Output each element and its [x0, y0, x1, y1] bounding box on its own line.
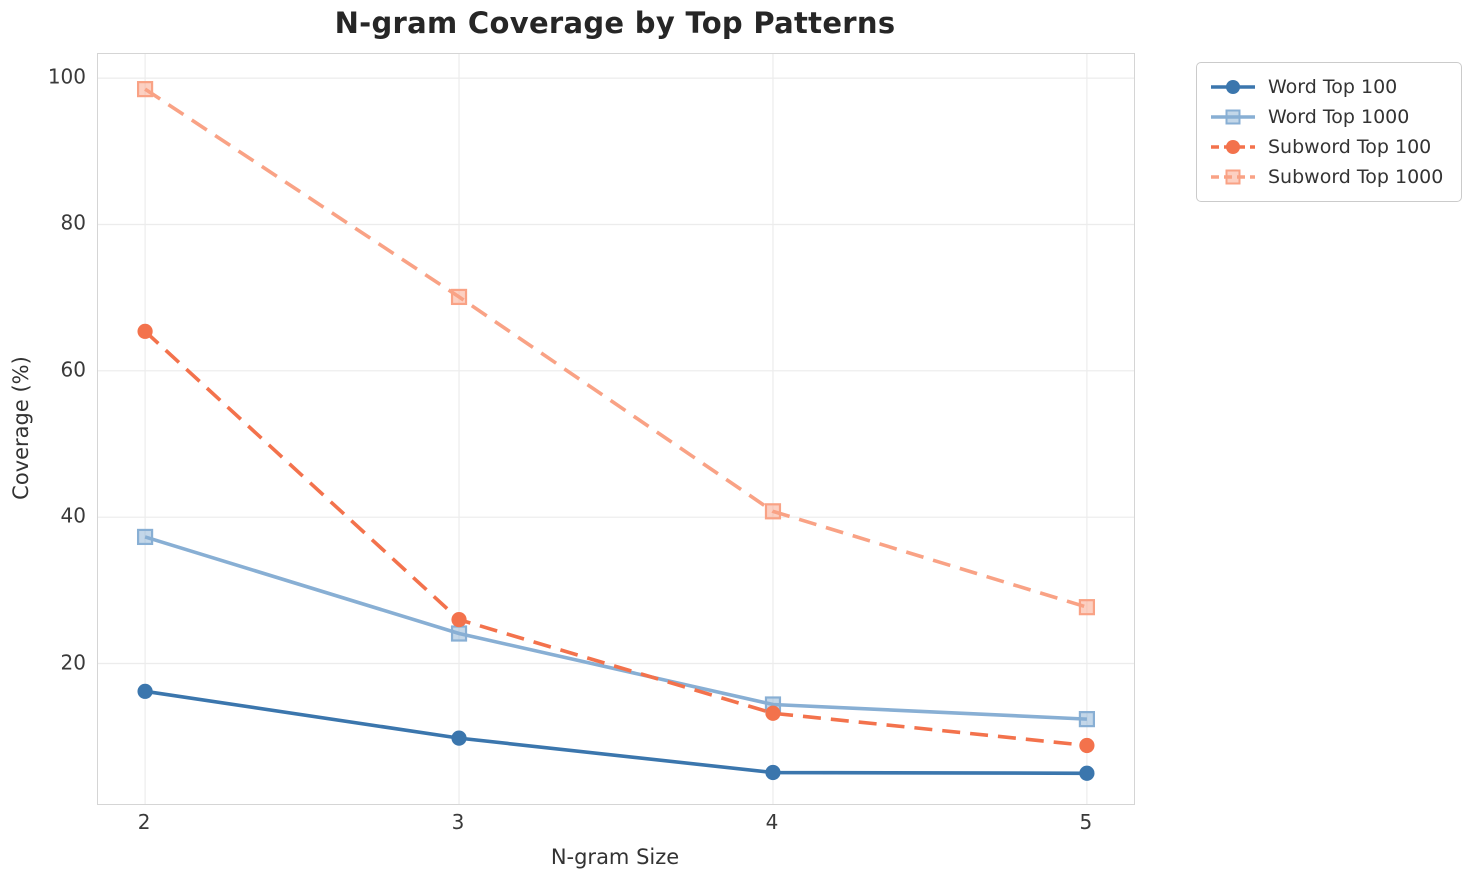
- marker-subword-top-1000-x2: [136, 81, 154, 98]
- y-tick-100: 100: [47, 64, 86, 89]
- y-axis-label: Coverage (%): [9, 356, 33, 500]
- legend-item-subword-top-100: Subword Top 100: [1209, 132, 1449, 162]
- x-tick-4: 4: [765, 810, 779, 834]
- series-line-word-top-1000: [144, 535, 1087, 721]
- legend-label: Word Top 1000: [1268, 106, 1410, 128]
- marker-word-top-100-x2: [137, 683, 153, 699]
- plot-area: [97, 53, 1135, 805]
- series-line-subword-top-1000: [144, 87, 1088, 609]
- chart-title: N-gram Coverage by Top Patterns: [334, 6, 896, 40]
- series-line-subword-top-100: [143, 329, 1088, 748]
- legend-label: Subword Top 1000: [1268, 166, 1444, 188]
- marker-subword-top-1000-x4: [764, 503, 782, 520]
- marker-subword-top-100-x4: [765, 705, 781, 721]
- plot-canvas: [98, 54, 1134, 804]
- marker-subword-top-100-x5: [1079, 737, 1095, 754]
- legend: Word Top 100 Word Top 1000 Subword Top 1…: [1196, 62, 1462, 202]
- y-tick-20: 20: [60, 650, 86, 675]
- marker-subword-top-1000-x5: [1078, 599, 1096, 616]
- legend-item-word-top-100: Word Top 100: [1209, 72, 1449, 102]
- legend-item-word-top-1000: Word Top 1000: [1209, 102, 1449, 132]
- marker-word-top-100-x5: [1079, 765, 1095, 781]
- legend-label: Word Top 100: [1268, 76, 1398, 98]
- x-tick-5: 5: [1079, 810, 1093, 834]
- marker-word-top-1000-x5: [1078, 711, 1096, 728]
- legend-marker-square-icon: [1225, 109, 1241, 125]
- legend-sample-subword-top-100: [1211, 140, 1255, 154]
- marker-word-top-1000-x3: [450, 625, 468, 642]
- x-axis-label: N-gram Size: [550, 845, 680, 869]
- legend-sample-word-top-100: [1211, 80, 1255, 94]
- marker-subword-top-1000-x3: [450, 288, 468, 306]
- legend-marker-circle-icon: [1226, 140, 1240, 154]
- x-tick-3: 3: [451, 810, 465, 834]
- marker-subword-top-100-x2: [137, 323, 153, 339]
- legend-sample-word-top-1000: [1211, 109, 1255, 125]
- marker-word-top-100-x3: [451, 730, 467, 746]
- legend-sample-subword-top-1000: [1211, 169, 1255, 185]
- marker-word-top-1000-x2: [136, 528, 154, 546]
- y-tick-60: 60: [60, 357, 86, 382]
- legend-item-subword-top-1000: Subword Top 1000: [1209, 162, 1449, 192]
- marker-subword-top-100-x3: [451, 612, 467, 628]
- legend-label: Subword Top 100: [1268, 136, 1432, 158]
- x-tick-2: 2: [137, 810, 151, 834]
- legend-marker-circle-icon: [1226, 80, 1240, 94]
- legend-marker-square-icon: [1225, 169, 1241, 185]
- series-line-word-top-100: [144, 689, 1087, 776]
- marker-word-top-100-x4: [765, 764, 781, 781]
- y-tick-80: 80: [60, 211, 86, 236]
- y-tick-40: 40: [60, 503, 86, 528]
